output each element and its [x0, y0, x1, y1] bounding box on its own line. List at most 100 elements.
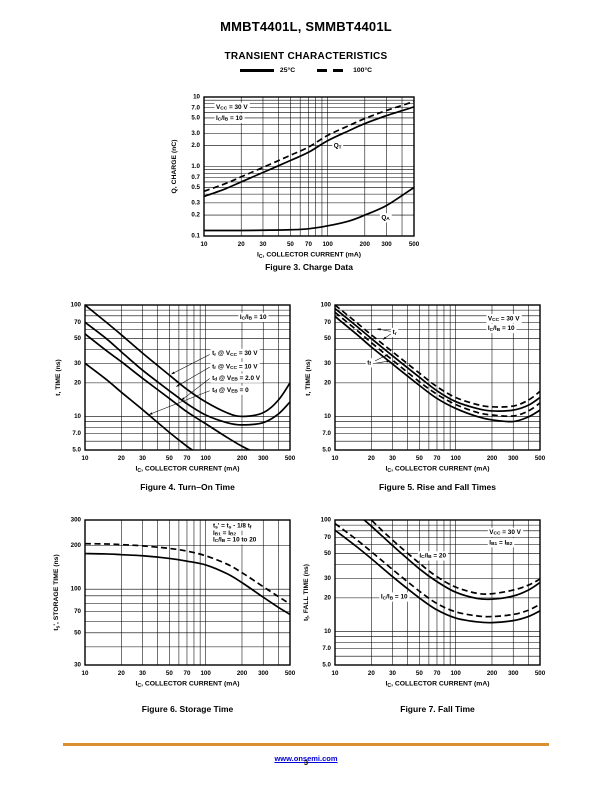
svg-text:20: 20 — [74, 379, 81, 386]
svg-text:IC/IB = 10: IC/IB = 10 — [216, 114, 243, 122]
figure-3-charge-data: VCC = 30 V IC/IB = 10 QT QA 10 20 30 50 70 100 200… — [160, 90, 445, 280]
svg-text:IC/IB = 10: IC/IB = 10 — [488, 325, 515, 333]
svg-text:30: 30 — [139, 670, 146, 677]
svg-text:500: 500 — [535, 455, 546, 462]
svg-text:IC, COLLECTOR CURRENT (mA): IC, COLLECTOR CURRENT (mA) — [135, 681, 239, 690]
svg-text:IB1 = IB2: IB1 = IB2 — [213, 529, 236, 537]
svg-text:70: 70 — [305, 241, 312, 248]
svg-text:td @ VEB = 0: td @ VEB = 0 — [212, 386, 249, 394]
svg-text:100: 100 — [321, 517, 332, 524]
svg-text:30: 30 — [139, 455, 146, 462]
svg-text:0.3: 0.3 — [191, 199, 200, 206]
svg-text:20: 20 — [324, 379, 331, 386]
svg-text:IC/IB = 10 to 20: IC/IB = 10 to 20 — [213, 536, 257, 544]
svg-text:200: 200 — [71, 542, 82, 549]
svg-text:300: 300 — [258, 670, 269, 677]
figure-7-fall-time: VCC = 30 V IB1 = IB2 IC/IB = 20 IC/IB = 10 1… — [298, 513, 553, 718]
svg-text:IC/IB = 10: IC/IB = 10 — [240, 314, 267, 322]
svg-text:50: 50 — [166, 455, 173, 462]
svg-text:50: 50 — [166, 670, 173, 677]
svg-text:70: 70 — [324, 534, 331, 541]
footer-link-row: www.onsemi.com — [0, 748, 612, 766]
svg-text:7.0: 7.0 — [72, 430, 81, 437]
svg-text:100: 100 — [71, 586, 82, 593]
svg-text:500: 500 — [535, 670, 546, 677]
svg-text:20: 20 — [238, 241, 245, 248]
svg-text:50: 50 — [324, 335, 331, 342]
svg-text:1.0: 1.0 — [191, 163, 200, 170]
svg-text:10: 10 — [332, 670, 339, 677]
figure4-caption: Figure 4. Turn–On Time — [140, 482, 235, 492]
svg-text:5.0: 5.0 — [191, 114, 200, 121]
svg-text:500: 500 — [409, 241, 420, 248]
svg-text:50: 50 — [74, 335, 81, 342]
svg-text:500: 500 — [285, 455, 296, 462]
svg-text:30: 30 — [74, 360, 81, 367]
legend-label-100c: 100°C — [353, 67, 373, 74]
svg-text:QT: QT — [334, 142, 342, 150]
svg-text:0.5: 0.5 — [191, 184, 200, 191]
svg-text:t, TIME (ns): t, TIME (ns) — [55, 359, 62, 396]
svg-text:3.0: 3.0 — [191, 130, 200, 137]
svg-text:IC, COLLECTOR CURRENT (mA): IC, COLLECTOR CURRENT (mA) — [385, 466, 489, 475]
page-title: MMBT4401L, SMMBT4401L — [220, 19, 392, 34]
svg-text:300: 300 — [381, 241, 392, 248]
svg-text:100: 100 — [200, 455, 211, 462]
svg-text:t, TIME (ns): t, TIME (ns) — [305, 359, 312, 396]
svg-text:70: 70 — [184, 670, 191, 677]
svg-text:100: 100 — [71, 302, 82, 309]
figure3-caption: Figure 3. Charge Data — [265, 262, 353, 272]
figure-6-storage-time: ts' = ts - 1/8 tf IB1 = IB2 IC/IB = 10 to … — [48, 513, 303, 718]
svg-text:IC/IB = 20: IC/IB = 20 — [419, 552, 446, 560]
svg-text:300: 300 — [71, 517, 82, 524]
svg-text:200: 200 — [237, 670, 248, 677]
svg-text:10: 10 — [201, 241, 208, 248]
svg-text:30: 30 — [324, 575, 331, 582]
svg-text:30: 30 — [389, 455, 396, 462]
svg-text:10: 10 — [324, 413, 331, 420]
svg-text:300: 300 — [258, 455, 269, 462]
svg-text:30: 30 — [260, 241, 267, 248]
svg-text:tf: tf — [367, 359, 371, 367]
svg-text:IC/IB = 10: IC/IB = 10 — [381, 593, 408, 601]
svg-text:30: 30 — [389, 670, 396, 677]
svg-text:50: 50 — [74, 629, 81, 636]
svg-text:20: 20 — [368, 455, 375, 462]
svg-text:Q, CHARGE (nC): Q, CHARGE (nC) — [171, 140, 178, 194]
svg-text:30: 30 — [74, 662, 81, 669]
svg-text:70: 70 — [74, 319, 81, 326]
svg-text:tr @ VCC = 30 V: tr @ VCC = 30 V — [212, 350, 258, 358]
svg-text:5.0: 5.0 — [322, 662, 331, 669]
svg-text:50: 50 — [416, 670, 423, 677]
svg-text:500: 500 — [285, 670, 296, 677]
svg-text:20: 20 — [118, 670, 125, 677]
svg-text:10: 10 — [82, 455, 89, 462]
svg-text:200: 200 — [487, 670, 498, 677]
svg-text:10: 10 — [332, 455, 339, 462]
svg-text:IC, COLLECTOR CURRENT (mA): IC, COLLECTOR CURRENT (mA) — [135, 466, 239, 475]
svg-text:70: 70 — [324, 319, 331, 326]
svg-text:70: 70 — [184, 455, 191, 462]
svg-text:tf, FALL TIME (ns): tf, FALL TIME (ns) — [303, 564, 312, 621]
onsemi-link[interactable]: www.onsemi.com — [274, 754, 338, 763]
svg-text:70: 70 — [434, 455, 441, 462]
svg-text:300: 300 — [508, 455, 519, 462]
svg-text:td @ VEB = 2.0 V: td @ VEB = 2.0 V — [212, 374, 261, 382]
svg-text:200: 200 — [360, 241, 371, 248]
svg-text:tr @ VCC = 10 V: tr @ VCC = 10 V — [212, 363, 258, 371]
solid-line-icon — [239, 69, 274, 72]
dashed-line-icon — [317, 69, 348, 72]
svg-text:7.0: 7.0 — [322, 430, 331, 437]
svg-text:50: 50 — [416, 455, 423, 462]
svg-text:50: 50 — [287, 241, 294, 248]
svg-text:100: 100 — [322, 241, 333, 248]
svg-text:IC, COLLECTOR CURRENT (mA): IC, COLLECTOR CURRENT (mA) — [385, 681, 489, 690]
figure4-chart: IC/IB = 10 tr @ VCC = 30 V tr @ VCC = 10 V… — [55, 302, 296, 475]
footer-rule — [63, 743, 549, 746]
svg-text:VCC = 30 V: VCC = 30 V — [216, 103, 248, 111]
legend-label-25c: 25°C — [279, 67, 296, 74]
svg-text:30: 30 — [324, 360, 331, 367]
svg-text:20: 20 — [324, 594, 331, 601]
figure5-caption: Figure 5. Rise and Fall Times — [379, 482, 496, 492]
